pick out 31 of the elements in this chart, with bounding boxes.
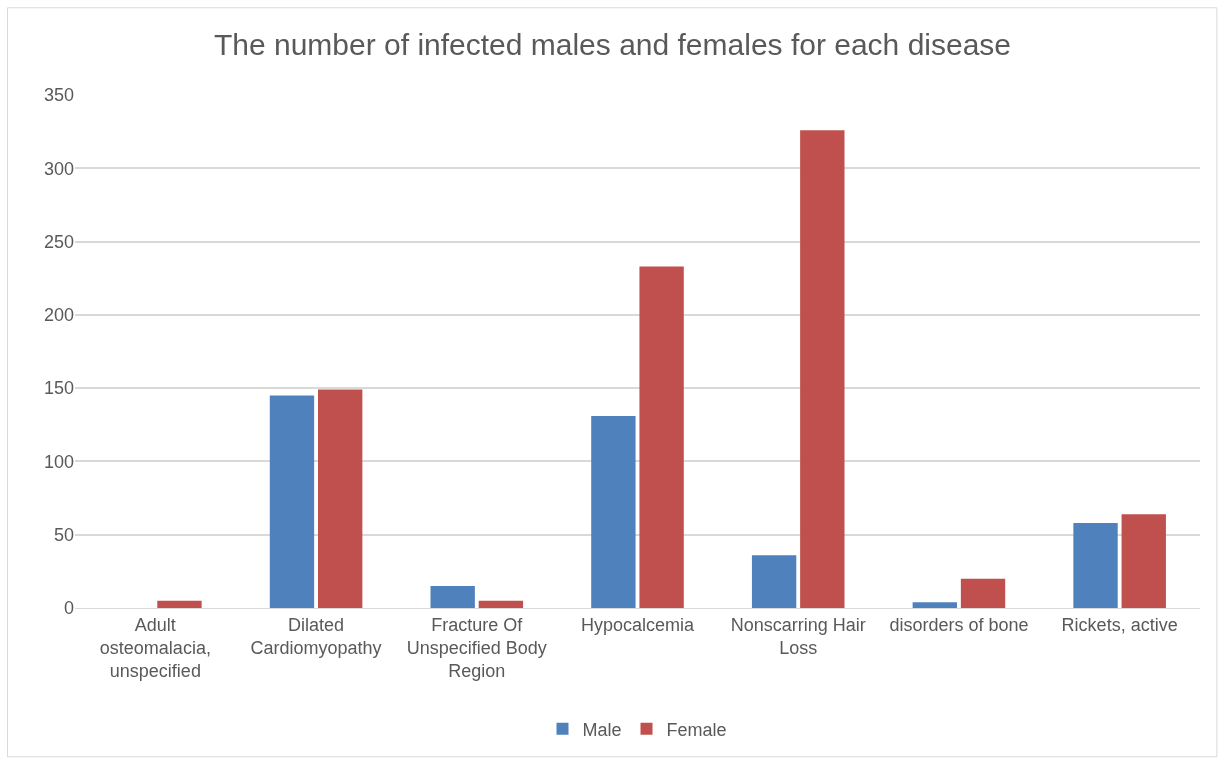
x-tick-label: Adult osteomalacia, unspecified (99, 614, 211, 682)
bar (1073, 522, 1118, 608)
x-tick-label: Nonscarring Hair Loss (730, 614, 866, 658)
y-tick-label: 250 (43, 231, 74, 252)
bar (751, 555, 797, 608)
x-tick-label: Rickets, active (1061, 614, 1178, 635)
legend-label: Male (582, 719, 622, 740)
bar (591, 415, 636, 608)
y-tick-label: 200 (43, 305, 74, 326)
bar (1121, 514, 1166, 608)
x-tick-label: Fracture Of Unspecified Body Region (406, 614, 547, 682)
bar (318, 389, 363, 608)
x-tick-label: Dilated Cardiomyopathy (250, 614, 382, 658)
x-tick-label: disorders of bone (889, 614, 1029, 635)
chart-title: The number of infected males and females for each disease (213, 28, 1012, 62)
bar (912, 602, 957, 608)
bar (960, 578, 1006, 608)
y-tick-label: 100 (43, 451, 74, 472)
bar (800, 130, 845, 608)
x-tick-label: Hypocalcemia (580, 614, 696, 635)
y-tick-label: 150 (43, 378, 74, 399)
bar (157, 600, 202, 608)
y-tick-label: 50 (53, 525, 74, 546)
y-tick-label: 0 (63, 598, 74, 619)
bar (478, 600, 524, 608)
y-tick-label: 350 (43, 85, 74, 106)
bar (269, 395, 315, 608)
bar (639, 266, 684, 608)
bar (430, 586, 475, 608)
legend-label: Female (666, 719, 727, 740)
y-tick-label: 300 (43, 158, 74, 179)
